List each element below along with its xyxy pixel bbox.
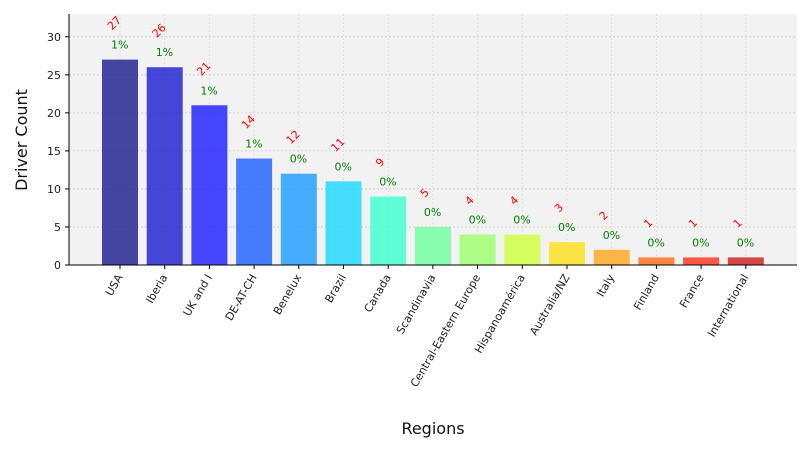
percent-label: 0% bbox=[469, 214, 486, 227]
percent-label: 0% bbox=[603, 229, 620, 242]
bar-international bbox=[727, 257, 764, 265]
percent-label: 0% bbox=[692, 236, 709, 249]
y-tick-label: 10 bbox=[47, 183, 61, 196]
x-tick-label: International bbox=[705, 272, 751, 339]
y-tick-label: 25 bbox=[47, 69, 61, 82]
y-tick-label: 0 bbox=[54, 259, 61, 272]
y-tick-label: 5 bbox=[54, 221, 61, 234]
bar-uk-and-i bbox=[191, 105, 228, 265]
x-tick-label: Benelux bbox=[271, 272, 305, 318]
bar-benelux bbox=[280, 173, 317, 265]
percent-label: 1% bbox=[156, 46, 173, 59]
percent-label: 0% bbox=[379, 176, 396, 189]
bar-australia-nz bbox=[549, 242, 585, 265]
bar-de-at-ch bbox=[236, 158, 273, 265]
x-tick-label: UK and I bbox=[181, 272, 215, 319]
x-tick-label: Scandinavia bbox=[394, 272, 439, 336]
x-tick-label: Italy bbox=[594, 272, 617, 300]
bar-italy bbox=[593, 249, 630, 265]
x-tick-label: France bbox=[677, 272, 707, 310]
bar-central-eastern-europe bbox=[459, 234, 496, 265]
bar-canada bbox=[370, 196, 407, 265]
percent-label: 0% bbox=[335, 160, 352, 173]
x-tick-label: DE-AT-CH bbox=[223, 272, 260, 323]
bar-scandinavia bbox=[414, 226, 451, 265]
x-ticks: USA Iberia UK and I DE-AT-CH Benelux Brazil Ca… bbox=[103, 265, 751, 389]
percent-label: 1% bbox=[245, 138, 262, 151]
x-tick-label: Australia/NZ bbox=[527, 272, 573, 338]
x-tick-label: Hispanoamérica bbox=[472, 272, 528, 356]
y-tick-label: 20 bbox=[47, 107, 61, 120]
y-ticks: 0 5 10 15 20 25 30 bbox=[47, 31, 69, 272]
percent-label: 0% bbox=[558, 221, 575, 234]
percent-label: 1% bbox=[200, 84, 217, 97]
percent-label: 1% bbox=[111, 39, 128, 52]
x-tick-label: Canada bbox=[362, 272, 394, 315]
x-tick-label: USA bbox=[103, 272, 126, 299]
y-axis-title: Driver Count bbox=[12, 89, 31, 191]
x-axis-title: Regions bbox=[401, 419, 464, 438]
bar-iberia bbox=[146, 67, 183, 265]
percent-label: 0% bbox=[737, 236, 754, 249]
bar-usa bbox=[102, 59, 138, 265]
percent-label: 0% bbox=[647, 236, 664, 249]
x-tick-label: Iberia bbox=[143, 272, 170, 306]
percent-label: 0% bbox=[290, 153, 307, 166]
bar-hispanoam-rica bbox=[504, 234, 541, 265]
bar-france bbox=[683, 257, 720, 265]
y-tick-label: 15 bbox=[47, 145, 61, 158]
x-tick-label: Finland bbox=[631, 272, 662, 313]
bar-brazil bbox=[325, 181, 362, 265]
x-tick-label: Brazil bbox=[322, 272, 349, 305]
y-tick-label: 30 bbox=[47, 31, 61, 44]
bar-finland bbox=[638, 257, 675, 265]
bars bbox=[102, 59, 764, 265]
percent-label: 0% bbox=[424, 206, 441, 219]
data-labels: 1%271%261%211%140%120%110%90%50%40%40%30… bbox=[105, 14, 754, 250]
percent-label: 0% bbox=[513, 214, 530, 227]
